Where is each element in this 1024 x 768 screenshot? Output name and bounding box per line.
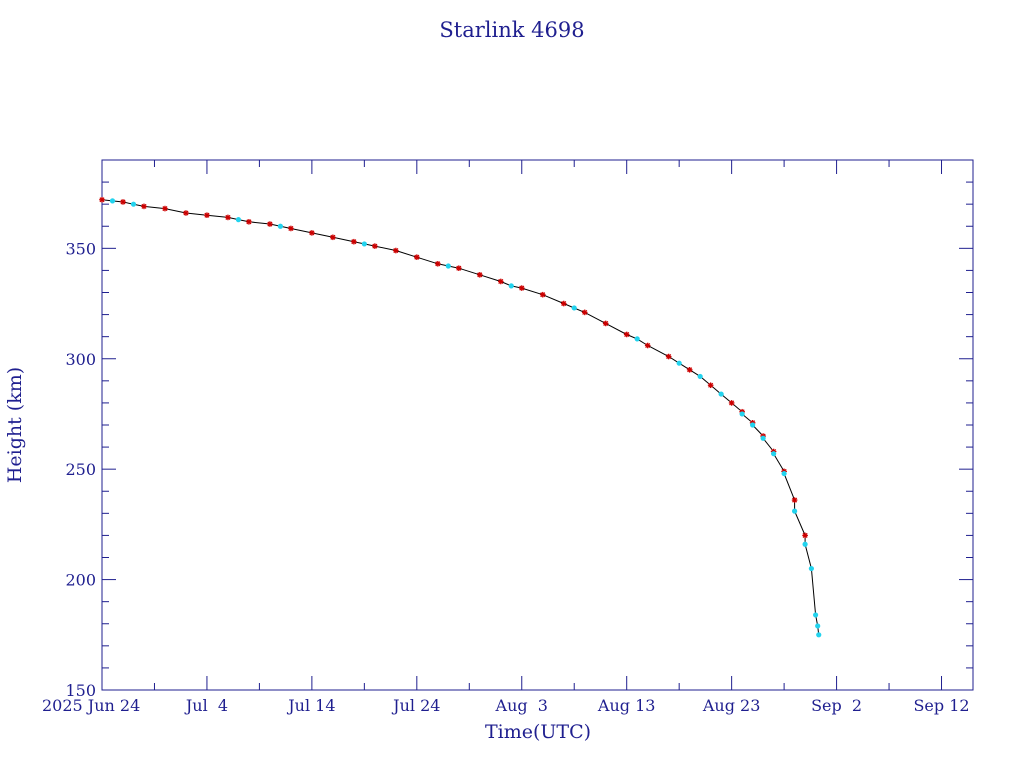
red-star-marker	[602, 320, 609, 327]
plot-frame	[101, 159, 974, 691]
y-tick-label: 150	[65, 681, 96, 700]
red-star-marker	[455, 265, 462, 272]
cyan-dot-marker	[750, 422, 756, 428]
cyan-dot-marker	[718, 391, 724, 397]
red-star-marker	[665, 353, 672, 360]
red-star-marker	[802, 532, 808, 539]
x-tick-label: Sep 2	[811, 696, 862, 715]
red-star-marker	[686, 366, 693, 373]
cyan-dot-marker	[109, 198, 116, 204]
red-star-marker	[518, 285, 525, 291]
x-tick-label: Jul 24	[391, 696, 440, 715]
red-star-marker	[414, 254, 420, 260]
red-star-marker	[372, 243, 378, 249]
x-tick-label: Jul 4	[184, 696, 228, 715]
x-axis-label: Time(UTC)	[485, 721, 591, 743]
x-axis: 2025 Jun 24 Jul 4 Jul 14 Jul 24 Aug 3 Aug 13 A…	[42, 160, 970, 715]
red-star-marker	[162, 205, 168, 212]
red-star-marker	[560, 300, 567, 307]
cyan-dot-marker	[739, 411, 745, 417]
y-axis-label: Height (km)	[4, 367, 26, 483]
cyan-dot-marker	[571, 305, 577, 311]
y-axis: 150 200 250 300 350	[65, 159, 973, 700]
chart-title: Starlink 4698	[439, 18, 584, 42]
cyan-dot-marker	[771, 451, 777, 457]
cyan-dot-marker	[812, 612, 819, 618]
red-star-marker	[288, 225, 294, 232]
red-star-marker	[309, 230, 315, 236]
cyan-dot-marker	[697, 373, 703, 380]
cyan-dot-marker	[508, 283, 514, 289]
red-star-marker	[497, 278, 504, 285]
red-star-marker	[204, 212, 210, 219]
red-star-marker	[791, 497, 798, 503]
red-star-marker	[728, 400, 735, 406]
red-star-marker	[267, 221, 273, 227]
cyan-dot-marker	[816, 632, 822, 638]
cyan-dot-marker	[792, 508, 798, 514]
x-tick-label: Aug 3	[495, 696, 548, 715]
cyan-dot-marker	[802, 541, 808, 547]
cyan-dot-marker	[361, 241, 367, 247]
cyan-dot-marker	[815, 623, 821, 629]
red-star-marker	[707, 382, 714, 389]
cyan-dot-marker	[808, 565, 814, 572]
cyan-dot-marker	[676, 360, 682, 366]
cyan-dot-marker	[277, 223, 283, 229]
cyan-dot-marker	[781, 470, 787, 477]
red-star-marker	[435, 260, 441, 267]
red-star-marker	[393, 247, 399, 254]
red-star-marker	[476, 272, 483, 278]
red-star-marker	[225, 214, 231, 221]
red-star-marker	[539, 291, 546, 298]
red-star-marker	[183, 210, 189, 216]
x-tick-label: Aug 23	[702, 696, 761, 715]
red-star-marker	[623, 331, 630, 338]
x-tick-label: Jul 14	[286, 696, 335, 715]
cyan-dot-marker	[445, 263, 451, 269]
red-star-marker	[141, 203, 147, 210]
cyan-dot-marker	[760, 435, 766, 441]
cyan-dot-marker	[130, 201, 137, 207]
red-star-marker	[351, 238, 357, 245]
red-star-marker	[644, 342, 651, 349]
y-tick-label: 250	[65, 460, 96, 479]
markers	[99, 196, 822, 638]
red-star-marker	[330, 234, 336, 241]
red-star-marker	[99, 196, 105, 203]
cyan-dot-marker	[634, 336, 640, 342]
red-star-marker	[581, 309, 588, 316]
trend-line	[101, 199, 820, 635]
y-tick-label: 200	[65, 571, 96, 590]
red-star-marker	[246, 219, 252, 225]
y-tick-label: 300	[65, 350, 96, 369]
x-tick-label: Aug 13	[597, 696, 656, 715]
x-tick-label: Sep 12	[913, 696, 969, 715]
red-star-marker	[120, 199, 126, 205]
cyan-dot-marker	[235, 217, 242, 223]
x-tick-label: 2025 Jun 24	[42, 696, 140, 715]
y-tick-label: 350	[65, 239, 96, 258]
